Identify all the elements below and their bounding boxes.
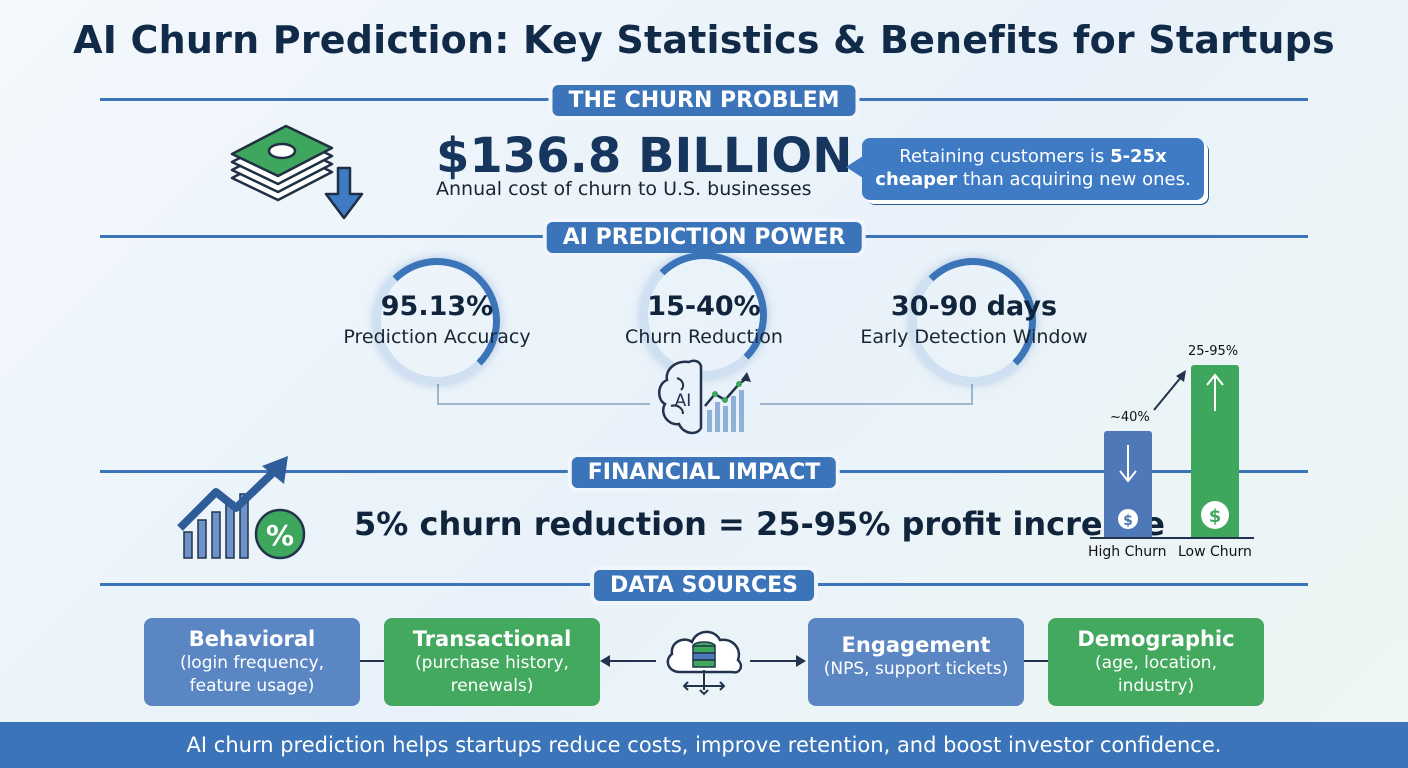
stat-value-accuracy: 95.13% (380, 291, 494, 322)
bar-label-high-churn: High Churn (1088, 544, 1167, 560)
stat-ring-detection (910, 258, 1036, 384)
stat-label-accuracy: Prediction Accuracy (343, 326, 531, 348)
growth-chart-percent-icon: % (177, 456, 306, 560)
callout-text-bold-cheaper: cheaper (875, 169, 958, 190)
stat-value-reduction: 15-40% (647, 291, 761, 322)
bar-label-low-churn: Low Churn (1178, 544, 1252, 560)
section-heading-financial: FINANCIAL IMPACT (571, 457, 837, 488)
trend-up-arrow-icon (1153, 370, 1186, 411)
bar-value-low-churn: 25-95% (1188, 344, 1239, 359)
callout-text-bold-multiplier: 5-25x (1110, 146, 1167, 167)
callout-text-post: than acquiring new ones. (957, 169, 1191, 190)
data-source-title: Engagement (841, 633, 991, 657)
stats-connector-lines (437, 380, 973, 405)
bar-chart-baseline (1090, 537, 1254, 539)
svg-text:$: $ (1209, 506, 1222, 527)
data-source-title: Behavioral (188, 627, 316, 651)
financial-impact-statement: 5% churn reduction = 25-95% profit incre… (354, 505, 1165, 543)
bar-low-churn: $ (1191, 365, 1239, 537)
bar-high-churn: $ (1104, 431, 1152, 537)
churn-cost-caption: Annual cost of churn to U.S. businesses (436, 178, 812, 200)
data-source-card-transactional: Transactional (purchase history, renewal… (384, 618, 600, 706)
churn-cost-value: $136.8 BILLION (436, 128, 853, 184)
cloud-database-icon (666, 630, 743, 696)
data-source-card-behavioral: Behavioral (login frequency, feature usa… (144, 618, 360, 706)
svg-text:$: $ (1123, 513, 1133, 529)
bar-high-churn-glyphs: $ (1118, 445, 1138, 529)
ai-brain-label: AI (675, 391, 692, 411)
stat-value-detection: 30-90 days (890, 291, 1058, 322)
section-heading-data-sources: DATA SOURCES (594, 570, 814, 601)
callout-text-pre: Retaining customers is (899, 146, 1111, 167)
data-source-card-engagement: Engagement (NPS, support tickets) (808, 618, 1024, 706)
bar-value-high-churn: ~40% (1110, 410, 1150, 425)
footer-banner: AI churn prediction helps startups reduc… (0, 722, 1408, 768)
section-heading-prediction: AI PREDICTION POWER (546, 222, 862, 253)
page-title: AI Churn Prediction: Key Statistics & Be… (73, 18, 1335, 62)
stat-label-detection: Early Detection Window (860, 326, 1088, 348)
data-source-title: Demographic (1077, 627, 1235, 651)
stat-ring-reduction (641, 252, 767, 378)
bar-low-churn-glyphs: $ (1201, 373, 1229, 529)
data-source-desc: (age, location, (1095, 653, 1217, 673)
data-source-desc: (NPS, support tickets) (823, 659, 1009, 679)
data-source-title: Transactional (412, 627, 572, 651)
data-source-desc: renewals) (450, 676, 534, 696)
stat-ring-accuracy (374, 258, 500, 384)
data-source-desc: feature usage) (189, 676, 315, 696)
data-source-card-demographic: Demographic (age, location, industry) (1048, 618, 1264, 706)
stat-label-reduction: Churn Reduction (625, 326, 783, 348)
data-source-connectors (360, 655, 1048, 667)
data-source-desc: (purchase history, (415, 653, 569, 673)
section-heading-problem: THE CHURN PROBLEM (552, 85, 856, 116)
money-down-arrow-icon (230, 124, 364, 220)
data-source-desc: industry) (1117, 676, 1195, 696)
percent-glyph: % (266, 519, 294, 552)
retention-callout: Retaining customers is 5-25x cheaper tha… (862, 138, 1204, 200)
ai-brain-chart-icon: AI (658, 359, 751, 435)
data-source-desc: (login frequency, (179, 653, 325, 673)
callout-tail (846, 156, 863, 178)
